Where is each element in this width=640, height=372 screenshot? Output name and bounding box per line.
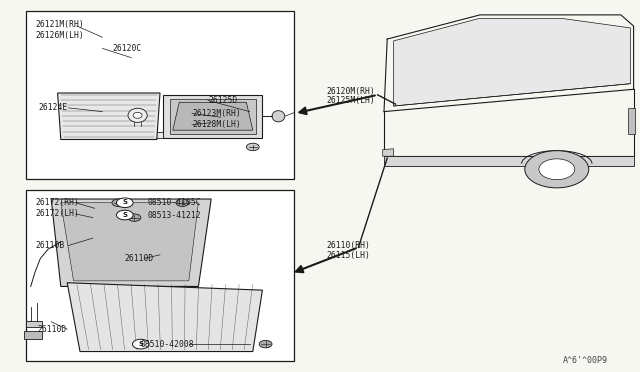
Polygon shape (173, 102, 253, 130)
Text: 26110B: 26110B (35, 241, 65, 250)
Text: A^6'^00P9: A^6'^00P9 (563, 356, 608, 365)
Circle shape (246, 143, 259, 151)
Text: 08510-4105C: 08510-4105C (147, 198, 201, 207)
Circle shape (116, 210, 133, 220)
Ellipse shape (128, 108, 147, 122)
Text: 26128M(LH): 26128M(LH) (192, 120, 241, 129)
Ellipse shape (272, 111, 285, 122)
Text: S: S (122, 212, 127, 218)
Circle shape (128, 214, 141, 221)
Ellipse shape (133, 112, 142, 118)
Circle shape (525, 151, 589, 188)
Polygon shape (67, 283, 262, 352)
Circle shape (112, 199, 125, 206)
Text: 26125M(LH): 26125M(LH) (326, 96, 375, 105)
Text: 26120C: 26120C (112, 44, 141, 53)
Text: 26120M(RH): 26120M(RH) (326, 87, 375, 96)
Text: 26172(LH): 26172(LH) (35, 209, 79, 218)
Polygon shape (61, 203, 198, 281)
Text: 26110(RH): 26110(RH) (326, 241, 371, 250)
Bar (163, 95, 262, 138)
Polygon shape (394, 19, 630, 106)
Bar (26, 11, 294, 179)
Text: 26124E: 26124E (38, 103, 68, 112)
Circle shape (259, 340, 272, 348)
Circle shape (116, 198, 133, 208)
Text: S: S (122, 199, 127, 205)
Text: 26123M(RH): 26123M(RH) (192, 109, 241, 118)
Text: 26125D: 26125D (208, 96, 237, 105)
Text: 26110D: 26110D (125, 254, 154, 263)
Polygon shape (93, 132, 163, 138)
Bar (26, 190, 294, 361)
Circle shape (132, 339, 149, 349)
Text: 26172(RH): 26172(RH) (35, 198, 79, 207)
Text: 08513-41212: 08513-41212 (147, 211, 201, 219)
Text: 08510-42008: 08510-42008 (141, 340, 195, 349)
Polygon shape (58, 93, 160, 140)
Text: 26121M(RH): 26121M(RH) (35, 20, 84, 29)
Polygon shape (383, 149, 394, 156)
Bar (628, 108, 635, 134)
Circle shape (176, 199, 189, 206)
Bar (24, 331, 42, 339)
Bar (26, 321, 42, 327)
Bar (170, 99, 256, 134)
Polygon shape (51, 199, 211, 286)
Text: 26126M(LH): 26126M(LH) (35, 31, 84, 40)
Circle shape (539, 159, 575, 180)
Text: 26115(LH): 26115(LH) (326, 251, 371, 260)
Text: 26110D: 26110D (37, 325, 67, 334)
Bar (384, 156, 634, 166)
Text: S: S (138, 341, 143, 347)
